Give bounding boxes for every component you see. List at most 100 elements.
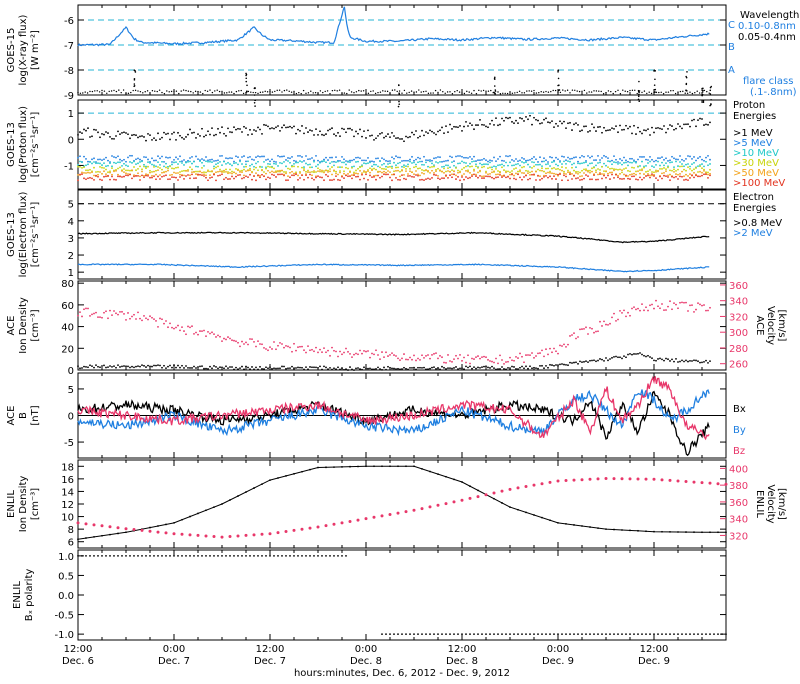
series-velocity: [429, 357, 431, 360]
series--100-mev: [669, 179, 671, 182]
series-velocity: [687, 310, 689, 312]
series--50-mev: [609, 171, 611, 174]
series--30-mev: [253, 168, 255, 171]
series--10-mev: [619, 162, 621, 164]
series-bx-polarity: [289, 554, 291, 557]
series-velocity: [567, 343, 569, 346]
series--10-mev: [445, 164, 447, 167]
series-ion-density: [291, 365, 293, 368]
series--100-mev: [467, 177, 469, 180]
series-velocity: [399, 359, 401, 362]
series--1-mev: [97, 131, 99, 134]
series--30-mev: [255, 166, 257, 169]
series--1-mev: [619, 124, 621, 127]
series--10-mev: [405, 165, 407, 168]
series-0-05-0-4nm: [178, 92, 180, 95]
series--30-mev: [383, 168, 385, 170]
series-velocity: [453, 358, 455, 361]
series-0-05-0-4nm: [667, 91, 670, 93]
series--50-mev: [265, 172, 267, 175]
series--50-mev: [655, 170, 657, 173]
series--100-mev: [411, 175, 413, 178]
series-velocity: [167, 326, 169, 329]
series--5-mev: [83, 155, 85, 158]
series-0-05-0-4nm: [475, 92, 478, 95]
series--10-mev: [281, 162, 283, 165]
series-velocity: [588, 477, 592, 481]
series-ion-density: [623, 355, 625, 357]
series--30-mev: [395, 166, 397, 169]
series--1-mev: [315, 128, 317, 131]
series--5-mev: [117, 155, 119, 158]
series-0-05-0-4nm: [253, 102, 256, 104]
series-velocity: [549, 347, 551, 350]
series--50-mev: [171, 173, 173, 176]
series--100-mev: [481, 177, 483, 180]
series-ion-density: [619, 356, 621, 359]
series--50-mev: [179, 173, 181, 176]
series--10-mev: [599, 161, 601, 164]
series--100-mev: [507, 175, 509, 178]
series-0-05-0-4nm: [670, 90, 672, 92]
series--5-mev: [129, 154, 131, 157]
panel-ace_density_velocity: [77, 281, 727, 372]
series--1-mev: [203, 135, 205, 138]
series--5-mev: [575, 156, 577, 159]
series--30-mev: [681, 165, 683, 168]
series--1-mev: [509, 116, 511, 119]
series--5-mev: [197, 158, 199, 161]
series--30-mev: [663, 167, 665, 169]
series-ion-density: [105, 366, 107, 369]
series--5-mev: [303, 159, 305, 162]
series--100-mev: [563, 174, 565, 177]
series-bx-polarity: [661, 633, 663, 636]
series-velocity: [283, 346, 285, 349]
series-0-05-0-4nm: [125, 92, 127, 95]
series--50-mev: [175, 172, 177, 175]
series--10-mev: [195, 165, 197, 168]
series-bx-polarity: [405, 633, 407, 636]
series--50-mev: [627, 175, 629, 177]
series--5-mev: [103, 158, 105, 161]
series--1-mev: [597, 126, 599, 128]
series--50-mev: [173, 171, 175, 174]
series--100-mev: [77, 179, 79, 182]
series-0-05-0-4nm: [245, 72, 247, 75]
series--100-mev: [395, 176, 397, 179]
y-tick-label: -7: [64, 41, 74, 52]
series--30-mev: [637, 165, 639, 168]
series--10-mev: [573, 162, 575, 165]
series--5-mev: [231, 157, 233, 160]
series--1-mev: [285, 126, 287, 129]
series-0-05-0-4nm: [408, 91, 410, 94]
series-velocity: [633, 306, 635, 309]
series--100-mev: [245, 175, 247, 178]
series-velocity: [227, 336, 229, 338]
series--10-mev: [427, 165, 429, 168]
series-ion-density: [605, 357, 607, 359]
series--10-mev: [645, 164, 647, 167]
series-0-05-0-4nm: [607, 90, 610, 92]
series--50-mev: [319, 170, 321, 173]
series--100-mev: [693, 176, 695, 179]
series--100-mev: [637, 178, 639, 181]
series--1-mev: [91, 135, 93, 138]
series-velocity: [81, 315, 83, 318]
series--5-mev: [227, 157, 229, 160]
y-tick-label: -9: [64, 91, 74, 102]
series-velocity: [437, 357, 439, 360]
series--100-mev: [145, 174, 147, 177]
series--50-mev: [163, 171, 165, 174]
series--30-mev: [661, 168, 663, 170]
series-0-05-0-4nm: [518, 90, 521, 92]
series-velocity: [324, 524, 328, 528]
series-ion-density: [119, 366, 121, 368]
series--30-mev: [81, 166, 83, 169]
series--100-mev: [203, 175, 205, 177]
series--5-mev: [381, 157, 383, 160]
series--10-mev: [617, 163, 619, 165]
series--5-mev: [409, 158, 411, 161]
series--1-mev: [383, 136, 385, 139]
series-0-05-0-4nm: [494, 92, 496, 95]
